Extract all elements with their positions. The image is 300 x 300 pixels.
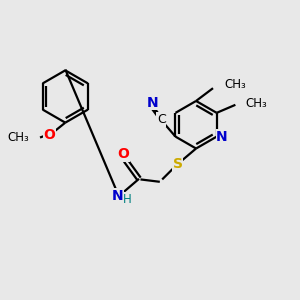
Text: N: N — [216, 130, 228, 144]
Text: N: N — [147, 96, 159, 110]
Text: O: O — [117, 148, 129, 161]
Text: H: H — [123, 193, 132, 206]
Text: CH₃: CH₃ — [245, 97, 267, 110]
Text: CH₃: CH₃ — [224, 78, 246, 91]
Text: O: O — [44, 128, 56, 142]
Text: N: N — [112, 189, 123, 203]
Text: CH₃: CH₃ — [8, 131, 30, 144]
Text: C: C — [157, 113, 166, 126]
Text: S: S — [172, 157, 183, 171]
